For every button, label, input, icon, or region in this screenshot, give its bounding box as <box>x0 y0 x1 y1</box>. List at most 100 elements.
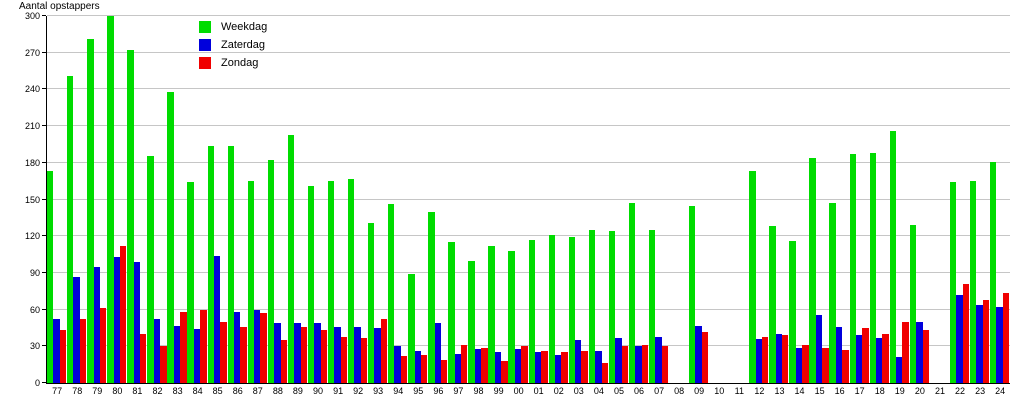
bar-zondag-97 <box>461 345 468 383</box>
gridline-300 <box>47 15 1010 16</box>
x-axis-label-02: 02 <box>553 386 564 396</box>
bar-weekdag-85 <box>207 145 214 383</box>
x-axis-label-85: 85 <box>212 386 223 396</box>
bar-weekdag-94 <box>388 204 395 383</box>
bar-zaterdag-07 <box>655 336 662 383</box>
bar-zaterdag-80 <box>113 257 121 383</box>
bar-zondag-94 <box>400 356 408 383</box>
bar-zaterdag-23 <box>976 304 983 383</box>
x-axis-label-10: 10 <box>714 386 725 396</box>
x-axis-label-90: 90 <box>312 386 324 396</box>
x-axis-label-91: 91 <box>333 386 344 396</box>
bar-zondag-78 <box>79 319 87 383</box>
bar-weekdag-77 <box>47 171 54 383</box>
bar-zaterdag-16 <box>835 326 843 383</box>
x-axis-label-97: 97 <box>453 386 464 396</box>
bar-zondag-07 <box>661 346 669 383</box>
bar-zaterdag-86 <box>233 312 241 383</box>
bar-zondag-86 <box>240 326 247 383</box>
gridline-210 <box>47 125 1010 127</box>
bar-zondag-05 <box>621 346 628 383</box>
y-tick-150 <box>42 198 46 200</box>
y-axis-label-30: 30 <box>29 341 40 352</box>
x-axis-label-95: 95 <box>413 386 424 396</box>
y-tick-120 <box>42 235 46 237</box>
plot-area <box>46 15 1010 384</box>
gridline-150 <box>47 198 1010 200</box>
bar-weekdag-98 <box>468 260 475 383</box>
weekdag-swatch-icon <box>199 20 211 33</box>
x-axis-label-24: 24 <box>995 386 1006 396</box>
bar-zaterdag-95 <box>414 351 421 383</box>
x-axis-label-05: 05 <box>613 386 625 396</box>
bar-zondag-16 <box>842 350 849 383</box>
x-axis-label-88: 88 <box>272 386 283 396</box>
x-axis-label-92: 92 <box>353 386 364 396</box>
bar-zondag-91 <box>340 336 348 383</box>
bar-zondag-87 <box>260 313 267 383</box>
y-tick-0 <box>42 382 46 383</box>
gridline-270 <box>47 51 1010 53</box>
x-axis-label-23: 23 <box>975 386 986 396</box>
legend-label-weekdag: Weekdag <box>221 20 268 33</box>
bar-weekdag-78 <box>67 75 74 383</box>
bar-zaterdag-96 <box>434 323 442 383</box>
bar-zaterdag-01 <box>534 352 542 383</box>
bar-zaterdag-12 <box>755 339 763 383</box>
x-axis-label-03: 03 <box>573 386 584 396</box>
bar-weekdag-88 <box>267 160 275 383</box>
bar-weekdag-07 <box>648 230 656 383</box>
bar-weekdag-14 <box>789 241 796 383</box>
bar-weekdag-19 <box>889 131 897 383</box>
x-axis-label-93: 93 <box>373 386 384 396</box>
x-axis-label-84: 84 <box>192 386 203 396</box>
bar-weekdag-12 <box>749 171 756 383</box>
x-axis-label-19: 19 <box>894 386 905 396</box>
bar-zondag-06 <box>641 345 649 383</box>
bar-weekdag-80 <box>107 16 114 383</box>
bar-zondag-88 <box>280 340 287 383</box>
bar-zondag-03 <box>581 351 588 383</box>
bar-weekdag-15 <box>809 157 816 383</box>
bar-zondag-83 <box>180 312 187 383</box>
x-axis-label-81: 81 <box>132 386 143 396</box>
x-axis-label-07: 07 <box>654 386 665 396</box>
bar-zondag-79 <box>99 308 107 383</box>
y-axis-label-210: 210 <box>24 121 40 132</box>
bar-zaterdag-85 <box>213 255 221 383</box>
y-axis-label-60: 60 <box>29 304 40 315</box>
bar-zaterdag-91 <box>334 326 341 383</box>
chart-title: Aantal opstappers <box>19 1 100 12</box>
y-axis-label-180: 180 <box>24 157 40 168</box>
bar-zondag-81 <box>140 334 147 383</box>
bar-zaterdag-04 <box>595 351 602 383</box>
bar-zaterdag-87 <box>254 309 261 383</box>
bar-zaterdag-99 <box>494 352 502 383</box>
bar-zondag-14 <box>802 345 809 383</box>
x-axis-label-94: 94 <box>393 386 404 396</box>
bar-zondag-22 <box>962 283 970 383</box>
x-axis-label-86: 86 <box>232 386 243 396</box>
y-tick-210 <box>42 125 46 127</box>
bar-zondag-12 <box>762 336 769 383</box>
bar-zaterdag-20 <box>916 321 923 383</box>
x-axis-label-87: 87 <box>252 386 263 396</box>
x-axis-label-00: 00 <box>513 386 524 396</box>
y-axis-label-300: 300 <box>24 11 40 21</box>
y-tick-60 <box>42 308 46 310</box>
bar-zondag-89 <box>300 326 307 383</box>
y-tick-90 <box>42 271 46 273</box>
x-axis-label-04: 04 <box>593 386 604 396</box>
x-axis-label-17: 17 <box>854 386 865 396</box>
x-axis-label-79: 79 <box>92 386 103 396</box>
bar-zaterdag-13 <box>775 334 783 383</box>
bar-zaterdag-89 <box>294 323 301 383</box>
x-axis-label-08: 08 <box>674 386 685 396</box>
y-axis-label-120: 120 <box>24 231 40 242</box>
bar-zondag-95 <box>420 354 428 383</box>
bar-weekdag-17 <box>849 154 856 383</box>
x-axis-label-98: 98 <box>473 386 484 396</box>
bar-zaterdag-22 <box>956 294 963 383</box>
y-tick-300 <box>42 15 46 16</box>
bar-weekdag-99 <box>488 246 495 383</box>
